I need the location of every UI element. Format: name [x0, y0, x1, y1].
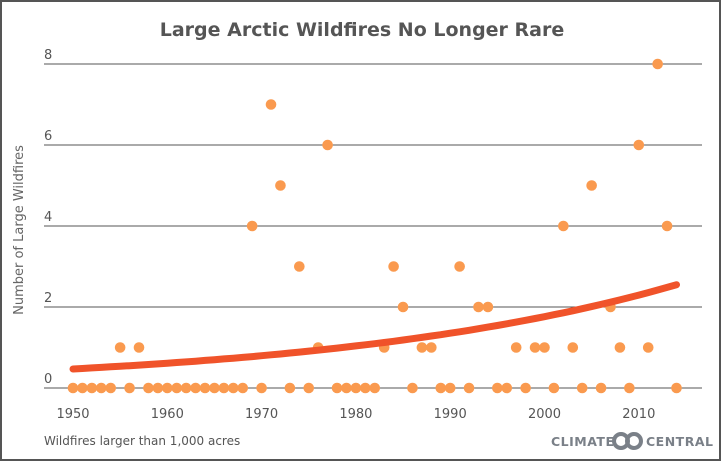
data-point-2005	[586, 180, 597, 191]
data-point-2001	[548, 382, 560, 394]
x-tick-label: 1970	[245, 407, 278, 422]
data-point-1958	[143, 382, 154, 394]
data-point-2000	[539, 342, 550, 353]
data-point-1964	[199, 382, 211, 394]
data-point-1995	[492, 382, 503, 394]
x-tick-label: 2000	[528, 407, 561, 422]
data-point-1982	[369, 382, 381, 394]
data-point-1979	[341, 382, 352, 394]
data-point-2012	[652, 58, 663, 70]
logo-text-right: CENTRAL	[646, 434, 713, 449]
data-point-1962	[180, 382, 192, 394]
data-point-1971	[265, 99, 277, 110]
data-point-1981	[360, 382, 371, 394]
data-point-1956	[124, 382, 135, 394]
data-point-2002	[558, 220, 569, 232]
data-point-1992	[463, 382, 475, 394]
data-point-1965	[209, 382, 220, 394]
data-point-2003	[567, 342, 579, 353]
data-point-1963	[190, 382, 201, 394]
data-point-1985	[397, 301, 409, 313]
data-point-1959	[152, 382, 164, 394]
data-point-1975	[303, 382, 315, 394]
data-point-1968	[237, 382, 249, 394]
data-point-1966	[218, 382, 230, 394]
data-point-1997	[510, 342, 522, 353]
data-point-1994	[482, 301, 494, 313]
x-tick-label: 1950	[56, 407, 89, 422]
data-point-1969	[246, 220, 258, 232]
y-tick-label: 6	[44, 129, 52, 144]
data-point-1974	[294, 261, 305, 272]
x-tick-label: 1980	[339, 407, 372, 422]
data-point-1961	[171, 382, 183, 394]
data-point-1967	[228, 382, 239, 394]
data-point-1998	[520, 382, 531, 394]
data-point-2011	[642, 342, 654, 353]
data-point-1978	[331, 382, 343, 394]
data-point-1990	[444, 382, 456, 394]
data-point-1988	[426, 342, 437, 353]
data-point-2006	[595, 382, 607, 394]
data-point-1950	[67, 382, 79, 394]
data-point-1953	[95, 382, 107, 394]
trend-line	[69, 281, 680, 373]
data-point-1984	[388, 261, 399, 272]
data-point-2009	[624, 382, 635, 394]
data-point-1987	[416, 342, 428, 353]
data-point-1960	[162, 382, 173, 394]
data-point-2014	[671, 382, 682, 394]
logo-ring-right	[625, 432, 643, 450]
data-point-1972	[275, 180, 286, 191]
data-point-1980	[350, 382, 362, 394]
chart-title: Large Arctic Wildfires No Longer Rare	[160, 19, 565, 41]
data-point-1955	[114, 342, 126, 353]
logo-text-left: CLIMATE	[551, 434, 615, 449]
data-point-1977	[322, 139, 333, 151]
data-point-1991	[454, 261, 465, 272]
y-tick-label: 8	[44, 48, 52, 63]
data-point-1993	[473, 301, 484, 313]
data-point-2010	[633, 139, 645, 151]
x-tick-label: 1960	[151, 407, 184, 422]
y-tick-label: 2	[44, 291, 52, 306]
footnote: Wildfires larger than 1,000 acres	[44, 434, 240, 448]
climate-central-logo: CLIMATE CENTRAL	[551, 432, 713, 450]
y-axis-label: Number of Large Wildfires	[12, 145, 27, 315]
x-tick-label: 2010	[622, 407, 655, 422]
data-point-2013	[661, 220, 673, 232]
data-point-2004	[576, 382, 588, 394]
y-tick-label: 0	[44, 372, 52, 387]
data-point-1986	[407, 382, 418, 394]
x-tick-label: 1990	[434, 407, 467, 422]
data-point-1957	[133, 342, 145, 353]
data-point-1954	[105, 382, 117, 394]
data-point-1999	[529, 342, 541, 353]
data-point-2008	[614, 342, 626, 353]
data-point-1973	[284, 382, 296, 394]
data-point-1951	[77, 382, 88, 394]
data-point-1952	[86, 382, 98, 394]
data-point-1970	[256, 382, 267, 394]
data-point-1989	[435, 382, 447, 394]
y-tick-label: 4	[44, 210, 52, 225]
data-point-1996	[501, 382, 513, 394]
